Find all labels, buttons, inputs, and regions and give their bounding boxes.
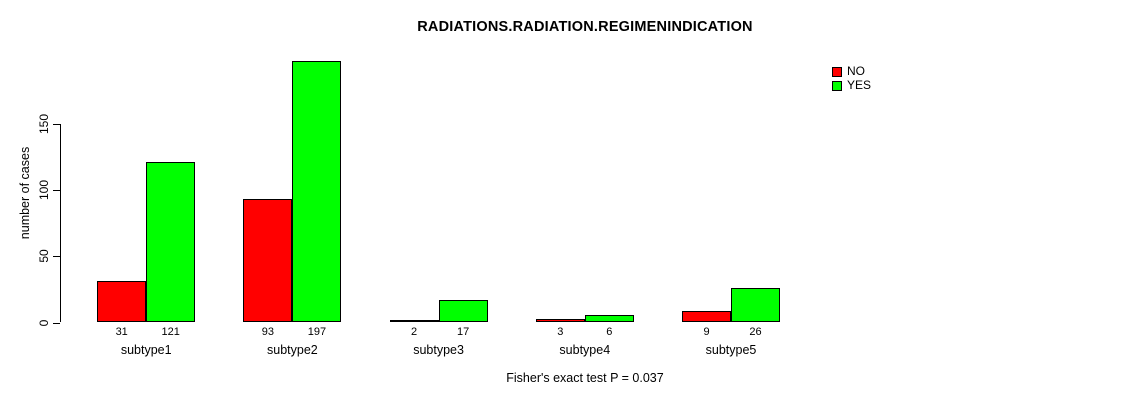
bar-no-subtype4 bbox=[535, 318, 585, 323]
category-label-subtype3: subtype3 bbox=[413, 343, 464, 357]
bar-value-label: 93 bbox=[261, 326, 275, 338]
bar-yes-subtype1 bbox=[146, 161, 196, 323]
chart-title: RADIATIONS.RADIATION.REGIMENINDICATION bbox=[417, 19, 753, 35]
y-axis-label-text: number of cases bbox=[18, 146, 32, 240]
category-label-subtype1: subtype1 bbox=[120, 343, 172, 357]
legend: NO YES bbox=[832, 64, 872, 92]
bar-no-subtype1 bbox=[97, 281, 147, 323]
bar-yes-subtype2 bbox=[292, 61, 342, 323]
category-label-subtype2: subtype2 bbox=[267, 343, 318, 357]
bar-yes-subtype5 bbox=[731, 288, 780, 323]
y-tick-label: 50 bbox=[37, 249, 51, 263]
legend-item-no: NO bbox=[832, 64, 871, 78]
bar-value-label: 26 bbox=[749, 326, 762, 338]
bar-value-label: 9 bbox=[703, 326, 710, 338]
fisher-test-note: Fisher's exact test P = 0.037 bbox=[506, 371, 664, 385]
bar-value-label: 31 bbox=[115, 326, 128, 338]
bar-value-label: 121 bbox=[161, 326, 180, 338]
legend-label-no: NO bbox=[847, 64, 865, 78]
y-tick-label: 0 bbox=[37, 319, 51, 326]
category-label-subtype5: subtype5 bbox=[705, 343, 757, 357]
y-tick-label: 150 bbox=[37, 113, 51, 134]
y-axis-tick bbox=[52, 256, 60, 258]
y-axis-tick bbox=[52, 123, 60, 125]
y-tick-label: 100 bbox=[37, 179, 51, 200]
bar-no-subtype5 bbox=[682, 310, 731, 323]
bar-value-label: 17 bbox=[456, 326, 470, 338]
bar-yes-subtype4 bbox=[584, 314, 634, 323]
category-label-subtype4: subtype4 bbox=[559, 343, 611, 357]
legend-label-yes: YES bbox=[847, 78, 872, 92]
y-axis-line bbox=[59, 123, 61, 323]
legend-swatch-yes bbox=[832, 80, 842, 91]
bar-no-subtype2 bbox=[243, 199, 293, 323]
bar-value-label: 3 bbox=[557, 326, 564, 338]
legend-swatch-no bbox=[832, 66, 842, 77]
legend-item-yes: YES bbox=[832, 78, 872, 92]
bar-value-label: 197 bbox=[307, 326, 327, 338]
y-axis-tick bbox=[52, 189, 60, 191]
bar-value-label: 6 bbox=[606, 326, 613, 338]
bar-yes-subtype3 bbox=[438, 299, 488, 323]
y-axis-tick bbox=[52, 322, 60, 324]
bar-value-label: 2 bbox=[411, 326, 418, 338]
bar-no-subtype3 bbox=[389, 319, 439, 323]
